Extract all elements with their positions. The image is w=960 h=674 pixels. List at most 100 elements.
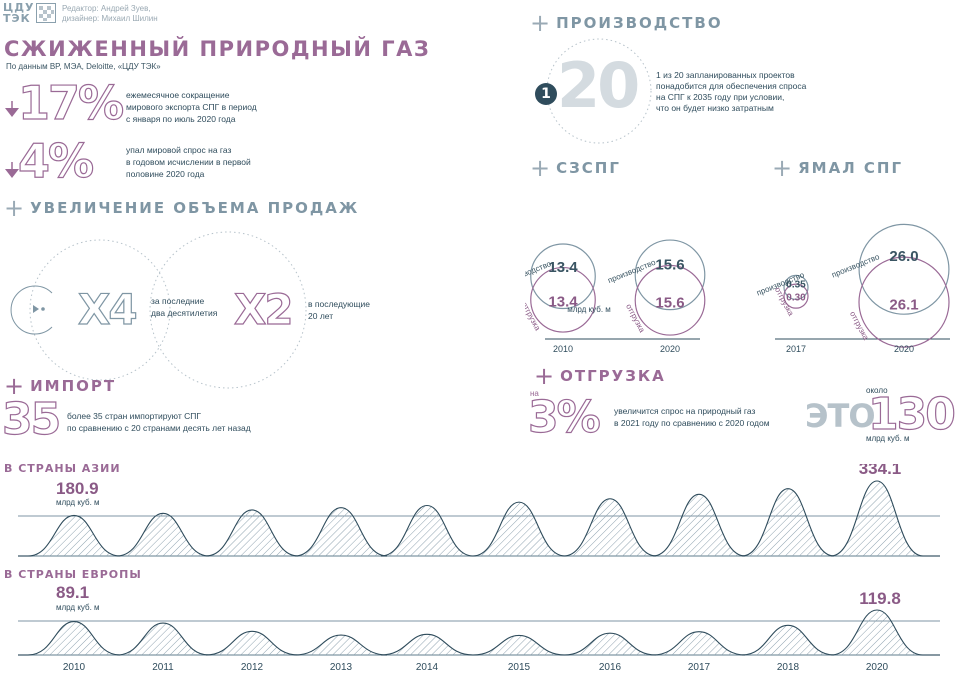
europe-hump-2010: [28, 621, 120, 655]
import-text: более 35 стран импортируют СПГ по сравне…: [67, 410, 251, 434]
shipment-unit: млрд куб. м: [866, 434, 910, 443]
bubble-production-2010: [530, 243, 596, 310]
play-arrow-icon: [33, 305, 45, 313]
shipment-value: 3%: [527, 392, 601, 443]
import-heading-text: ИМПОРТ: [30, 377, 117, 395]
sales-circles: [10, 231, 307, 389]
logo-grid-icon: [36, 3, 56, 23]
asia-hump-2011: [117, 513, 209, 556]
europe-hump-2020: [831, 610, 923, 655]
fact-value-4: 4%: [17, 134, 94, 188]
logo: ЦДУ ТЭК: [3, 2, 59, 24]
bubble-shipment-2017: [783, 283, 809, 309]
bubble-label-shipment-2020: отгрузка: [624, 302, 647, 334]
logo-line2: ТЭК: [3, 12, 31, 25]
area-year-2013: 2013: [330, 662, 353, 673]
credits: Редактор: Андрей Зуев, дизайнер: Михаил …: [62, 4, 158, 24]
shipment-text: увеличится спрос на природный газ в 2021…: [614, 405, 770, 429]
area-year-2012: 2012: [241, 662, 264, 673]
production-heading-text: ПРОИЗВОДСТВО: [556, 14, 723, 32]
production-line3: на СПГ к 2035 году при условии,: [656, 92, 785, 102]
production-line2: понадобится для обеспечения спроса: [656, 81, 807, 91]
asia-label-first: 180.9: [56, 479, 99, 498]
sales-x2-line1: в последующие: [308, 299, 371, 309]
europe-hump-2011: [117, 623, 209, 655]
europe-label-last: 119.8: [859, 589, 901, 608]
plus-icon: +: [530, 154, 553, 182]
shipment-about: около: [866, 386, 888, 395]
asia-hump-2014: [381, 505, 473, 556]
plus-icon: +: [772, 154, 795, 182]
fact-4-line2: в годовом исчислении в первой: [126, 157, 251, 167]
plus-icon: +: [4, 372, 27, 400]
shipment-line2: в 2021 году по сравнению с 2020 годом: [614, 418, 770, 428]
sales-x4-text: за последние два десятилетия: [151, 295, 217, 319]
production-line4: что он будет низко затратным: [656, 103, 774, 113]
area-year-2016: 2016: [599, 662, 622, 673]
logo-line1: ЦДУ: [3, 1, 35, 14]
bubble-year-2010: 2010: [553, 344, 573, 354]
plus-icon: +: [4, 194, 27, 222]
fact-17-line2: мирового экспорта СПГ в период: [126, 102, 257, 112]
fact-text-17: ежемесячное сокращение мирового экспорта…: [126, 89, 257, 125]
bubble-shipment-value-2010: 13.4: [548, 294, 578, 311]
fact-17-line3: с января по июль 2020 года: [126, 114, 236, 124]
asia-hump-2012: [206, 509, 298, 556]
bubble-shipment-value-2017: 0.30: [786, 292, 806, 303]
europe-hump-2012: [206, 631, 298, 655]
area-year-2018: 2018: [777, 662, 800, 673]
europe-hump-2016: [564, 633, 656, 655]
asia-outline: [18, 480, 940, 557]
asia-unit: млрд куб. м: [56, 498, 100, 507]
shipment-prefix: на: [530, 389, 539, 398]
production-text: 1 из 20 запланированных проектов понадоб…: [656, 70, 806, 114]
sales-x2-line2: 20 лет: [308, 311, 334, 321]
plus-icon: +: [530, 9, 553, 37]
import-line2: по сравнению с 20 странами десять лет на…: [67, 423, 251, 433]
bubble-shipment-2010: [530, 266, 596, 333]
fact-4-line1: упал мировой спрос на газ: [126, 145, 232, 155]
asia-title: В СТРАНЫ АЗИИ: [4, 462, 121, 475]
bubble-shipment-2020: [634, 264, 706, 336]
production-badge-text: 1: [541, 86, 551, 102]
bubble-label-production-2020: производство: [830, 252, 881, 280]
bubble-shipment-value-2020: 26.1: [889, 297, 918, 314]
europe-hump-2015: [473, 635, 565, 655]
section-sales-heading: + УВЕЛИЧЕНИЕ ОБЪЕМА ПРОДАЖ: [4, 194, 359, 222]
section-yamal-heading: + ЯМАЛ СПГ: [772, 154, 903, 182]
section-szspg-heading: + СЗСПГ: [530, 154, 621, 182]
asia-hump-2013: [295, 507, 387, 556]
asia-hump-2010: [28, 515, 120, 556]
fact-4-line3: половине 2020 года: [126, 169, 205, 179]
asia-hump-2017: [653, 494, 745, 556]
bubble-production-value-2020: 15.6: [655, 257, 684, 274]
bubble-year-2020: 2020: [894, 344, 914, 354]
down-arrow-icon: [5, 101, 19, 117]
europe-hump-2017: [653, 631, 745, 655]
europe-unit: млрд куб. м: [56, 603, 100, 612]
europe-outline: [18, 609, 940, 656]
import-line1: более 35 стран импортируют СПГ: [67, 411, 201, 421]
bubble-year-2020: 2020: [660, 344, 680, 354]
bubble-shipment-value-2020: 15.6: [655, 294, 684, 311]
shipment-big: 130: [867, 389, 956, 440]
bubble-shipment-2020: [858, 256, 950, 348]
bubble-unit: млрд куб. м: [567, 305, 611, 314]
section-shipment-heading: + ОТГРУЗКА: [534, 362, 666, 390]
asia-hump-2020: [831, 481, 923, 556]
plus-icon: +: [534, 362, 557, 390]
area-year-2015: 2015: [508, 662, 531, 673]
europe-hump-2018: [742, 625, 834, 655]
asia-hump-2018: [742, 488, 834, 556]
bubble-production-2020: [634, 239, 706, 311]
bubble-production-value-2017: 0.35: [786, 279, 806, 290]
shipment-line1: увеличится спрос на природный газ: [614, 406, 756, 416]
bubble-production-value-2010: 13.4: [548, 259, 578, 276]
europe-title: В СТРАНЫ ЕВРОПЫ: [4, 568, 142, 581]
sales-x2: X2: [233, 285, 294, 334]
import-value: 35: [1, 394, 61, 445]
bubble-production-2020: [858, 223, 950, 315]
bubble-year-2017: 2017: [786, 344, 806, 354]
europe-label-first: 89.1: [56, 583, 89, 602]
europe-hump-2013: [295, 635, 387, 655]
